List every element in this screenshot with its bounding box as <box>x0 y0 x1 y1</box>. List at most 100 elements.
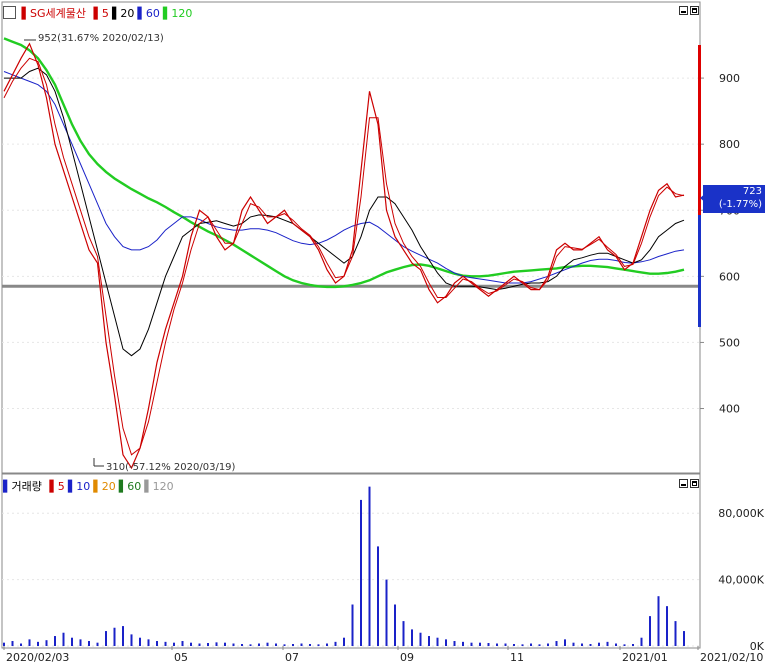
series-line-price <box>3 42 685 470</box>
volume-tick-label: 0K <box>750 640 765 653</box>
price-grid <box>2 77 700 410</box>
x-tick-label: 11 <box>510 651 524 664</box>
volume-bar <box>538 644 541 646</box>
volume-bar <box>674 621 677 646</box>
volume-bar <box>615 643 617 646</box>
volume-bar <box>589 644 592 646</box>
legend-ma-120: ▌120 <box>144 480 174 493</box>
volume-bar <box>88 641 90 646</box>
legend-ma-20: ▌20 <box>93 480 116 493</box>
volume-bar <box>113 627 116 646</box>
volume-bar <box>377 546 379 646</box>
volume-bar <box>606 641 609 646</box>
volume-bar <box>640 637 643 646</box>
volume-bar <box>283 644 286 646</box>
price-range-bar-up <box>698 45 701 215</box>
current-price-value: 723 <box>742 186 762 197</box>
volume-bar <box>190 642 192 646</box>
volume-bar <box>3 642 5 646</box>
volume-bar <box>275 643 277 646</box>
volume-bar <box>419 632 422 646</box>
x-tick-label: 05 <box>174 651 188 664</box>
price-ma-legend: ▌5 ▌20 ▌60 ▌120 <box>93 7 195 20</box>
volume-bar <box>513 644 515 646</box>
volume-bar <box>164 641 167 646</box>
volume-bar <box>351 604 354 646</box>
volume-bar <box>224 642 226 646</box>
volume-bar <box>632 644 634 646</box>
volume-bar <box>79 639 82 646</box>
volume-legend-label: ▌거래량 <box>3 480 42 493</box>
volume-grid <box>2 512 700 647</box>
volume-bar <box>28 639 31 646</box>
x-tick-label: 2021/01 <box>622 651 668 664</box>
volume-bar <box>470 642 473 646</box>
volume-panel-maximize-button[interactable] <box>690 479 699 488</box>
volume-bar <box>130 634 133 646</box>
volume-bar <box>37 641 39 646</box>
series-line-120 <box>3 37 685 289</box>
volume-bar <box>521 644 524 646</box>
volume-bar <box>249 644 252 646</box>
price-range-bar-down <box>698 215 701 327</box>
volume-bar <box>572 642 575 646</box>
volume-bar <box>462 641 464 646</box>
volume-bar <box>683 631 685 646</box>
legend-ma-20: ▌20 <box>111 7 135 20</box>
volume-ma-legend: ▌5 ▌10 ▌20 ▌60 ▌120 <box>49 480 176 493</box>
volume-bar <box>181 641 184 646</box>
volume-bar <box>317 644 320 646</box>
volume-bar <box>411 629 413 646</box>
volume-bar <box>232 643 235 646</box>
series-line-20 <box>4 67 685 357</box>
volume-bar <box>139 637 141 646</box>
volume-bar <box>402 621 405 646</box>
price-tick-label: 800 <box>719 138 740 151</box>
price-legend-stock-name: ▌SG세계물산 <box>21 7 86 20</box>
volume-tick-label: 40,000K <box>718 574 764 587</box>
volume-bar <box>215 642 218 646</box>
volume-bar <box>309 644 311 646</box>
volume-bars <box>3 486 685 646</box>
volume-bar <box>555 641 558 646</box>
volume-bar <box>326 643 328 646</box>
volume-legend: ▌거래량 ▌5 ▌10 ▌20 ▌60 ▌120 <box>3 478 179 494</box>
volume-bar <box>343 637 345 646</box>
volume-y-axis: 0K 40,000K 80,000K <box>718 507 764 653</box>
x-tick-label: 09 <box>400 651 414 664</box>
volume-panel-minimize-button[interactable] <box>679 479 688 488</box>
series-line-60 <box>3 71 685 284</box>
high-annotation: 952(31.67% 2020/02/13) <box>38 33 164 44</box>
x-tick-label: 2021/02/10 <box>700 651 763 664</box>
volume-bar <box>564 639 566 646</box>
volume-bar <box>487 643 490 646</box>
volume-bar <box>428 636 430 646</box>
volume-bar <box>445 639 447 646</box>
price-panel-maximize-button[interactable] <box>690 6 699 15</box>
price-panel-frame <box>1 1 701 474</box>
volume-panel-frame <box>1 473 701 649</box>
volume-bar <box>530 643 532 646</box>
volume-bar <box>479 642 481 646</box>
volume-bar <box>54 636 56 646</box>
legend-ma-120: ▌120 <box>162 7 193 20</box>
volume-bar <box>11 641 14 646</box>
volume-bar <box>207 643 209 646</box>
volume-bar <box>649 616 651 646</box>
volume-bar <box>581 643 583 646</box>
volume-bar <box>105 631 107 646</box>
price-panel-minimize-button[interactable] <box>679 6 688 15</box>
price-tick-label: 600 <box>719 270 740 283</box>
volume-bar <box>368 486 371 646</box>
legend-ma-5: ▌5 <box>49 480 65 493</box>
volume-bar <box>547 643 549 646</box>
volume-bar <box>96 642 99 646</box>
legend-ma-60: ▌60 <box>118 480 142 493</box>
price-legend-icon[interactable] <box>3 6 16 19</box>
legend-ma-60: ▌60 <box>137 7 160 20</box>
volume-bar <box>666 606 668 646</box>
volume-bar <box>496 643 498 646</box>
volume-bar <box>453 641 456 646</box>
volume-bar <box>241 644 243 646</box>
